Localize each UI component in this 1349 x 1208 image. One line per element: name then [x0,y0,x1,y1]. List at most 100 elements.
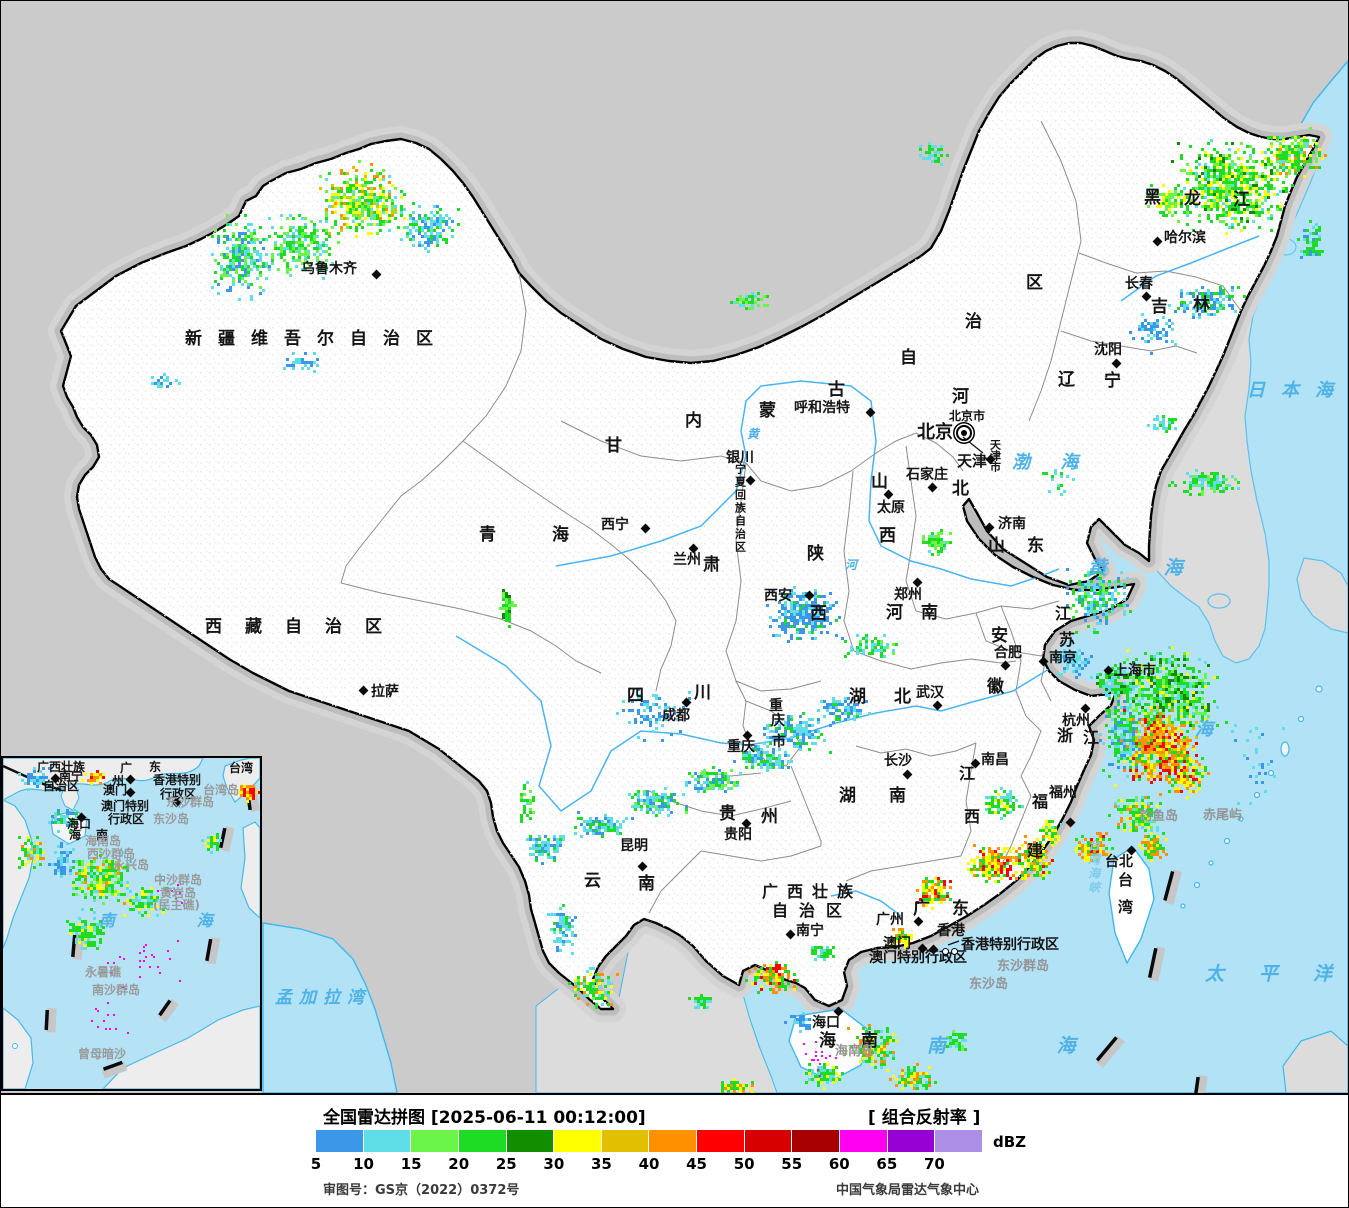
inset-island-label: 黄岩岛 [160,886,197,900]
radar-echoes [151,127,1327,1093]
dbz-swatch-35 [601,1130,649,1152]
province-label: 福 [1032,792,1049,811]
province-label: 天津 [957,452,988,470]
dbz-tick-10: 10 [353,1155,374,1173]
dbz-swatch-45 [697,1130,744,1152]
inset-borneo [102,1005,260,1089]
inset-place-label: 澳门 [103,783,128,797]
inset-place-label: 海口 [67,817,92,831]
product-name: [ 组合反射率 ] [868,1108,981,1128]
city-label: 武汉 [916,685,944,701]
province-label: 四 [627,686,644,706]
inset-place-label: 东 [149,760,162,774]
map-title: 全国雷达拼图 [2025-06-11 00:12:00] [323,1108,646,1128]
province-label: 西 [810,604,827,624]
city-label: 兰州 [673,552,701,568]
province-label: 蒙 [759,401,776,421]
pearl-river [830,890,902,917]
city-label: 石家庄 [906,467,948,483]
dbz-swatch-15 [411,1130,458,1152]
province-label: 市 [772,734,786,750]
city-label: 南昌 [981,752,1009,768]
province-label: 云 [584,871,601,891]
province-label: 新疆维吾尔自治区 [185,329,449,349]
province-label: 北京 [917,422,953,443]
province-label: 湖南 [839,786,939,806]
inset-place-label: 行政区 [160,787,197,801]
inset-island-label: (民主礁) [153,898,200,912]
inset-place-label: 香港特别 [153,773,202,787]
city-label: 南京 [1049,650,1077,666]
inset-island-label: 西沙群岛 [87,847,136,861]
sea-label: 黄 海 [1088,557,1208,579]
data-source-credit: 中国气象局雷达气象中心 [836,1183,980,1198]
province-label: 青海 [479,525,625,545]
sea-bengal [262,922,398,1093]
inset-place-label: 自治区 [43,779,80,793]
dbz-tick-labels: 5 10 15 20 25 30 35 40 45 50 55 60 65 70 [311,1155,1016,1173]
dbz-swatch-60 [840,1130,887,1152]
city-label: 广州 [876,912,904,928]
inset-island-label: 东沙岛 [153,812,190,826]
province-label: 广西壮族 [762,882,863,901]
inset-sea-label: 南 海 [99,911,251,930]
sea-label: 南 海 [927,1035,1128,1057]
province-label: 治 [965,312,982,332]
sea-label: 河 [845,558,858,572]
city-label: 西安 [764,588,792,604]
province-label: 古 [828,380,845,400]
inset-island-label: 台湾岛 [203,783,240,797]
dbz-tick-65: 65 [876,1155,898,1173]
city-label: 海口 [812,1015,840,1031]
city-label: 太原 [877,500,905,516]
inset-place-label: 行政区 [108,812,145,826]
province-label: 北 [952,479,969,499]
province-label: 河南 [886,603,956,623]
province-label: 北 [894,687,911,707]
city-label: 西宁 [601,517,629,533]
province-label: 苏 [1059,630,1076,649]
dbz-swatch-50 [744,1130,792,1152]
province-label: 黑 [1144,188,1161,208]
island-label: 钓鱼岛 [1139,809,1179,824]
city-label: 哈尔滨 [1164,230,1206,246]
inset-small-islands [12,803,184,1049]
city-label: 南宁 [796,923,824,939]
dbz-swatch-20 [458,1130,506,1152]
inset-island-label: 南沙群岛 [92,983,141,997]
province-label: 台 [1118,871,1134,889]
city-label: 台北 [1105,854,1133,870]
terrain-texture [61,43,1319,1009]
sea-label: 渤 海 [1012,452,1091,473]
land-luzon [1282,1030,1348,1093]
city-label: 澳门特别行政区 [869,950,967,966]
dbz-swatch-65 [887,1130,935,1152]
province-label: 区 [1026,273,1043,293]
province-label: 吉 [1151,297,1168,317]
south-china-sea-inset: 广西壮族 自治区 南宁 广州 东香港特别 行政区 澳门 澳门特别 行政区 台湾 海口海南 台湾岛 东沙群… [1,756,262,1091]
sea-label: 台湾海峡 [1086,839,1101,895]
province-label: 西 [879,526,896,546]
inset-place-label: 广西壮族 [37,760,86,774]
sea-label: 孟加拉湾 [275,988,371,1008]
city-label: 沈阳 [1094,342,1122,358]
china-radar-map: 新疆维吾尔自治区 西藏自治区 青海甘肃内蒙古自治区宁夏回族自治区陕西山西河北山东 河南… [1,1,1348,1095]
dbz-swatch-5 [316,1130,363,1152]
dbz-swatch-55 [792,1130,840,1152]
dbz-tick-20: 20 [448,1155,470,1173]
city-label: 成都 [662,708,690,724]
sar-location-circle [942,948,949,955]
dbz-unit: dBZ [993,1133,1027,1151]
dbz-tick-30: 30 [543,1155,565,1173]
dbz-tick-35: 35 [590,1155,612,1173]
island-taiwan [1108,846,1155,965]
city-label: 上海市 [1114,663,1156,679]
province-label: 山 [871,472,888,492]
dbz-tick-55: 55 [781,1155,803,1173]
city-label: 银川 [726,450,754,466]
dbz-swatch-40 [649,1130,697,1152]
province-label: 安 [991,626,1008,646]
boundary-dashes [1095,869,1208,1093]
province-label: 河 [952,387,969,407]
